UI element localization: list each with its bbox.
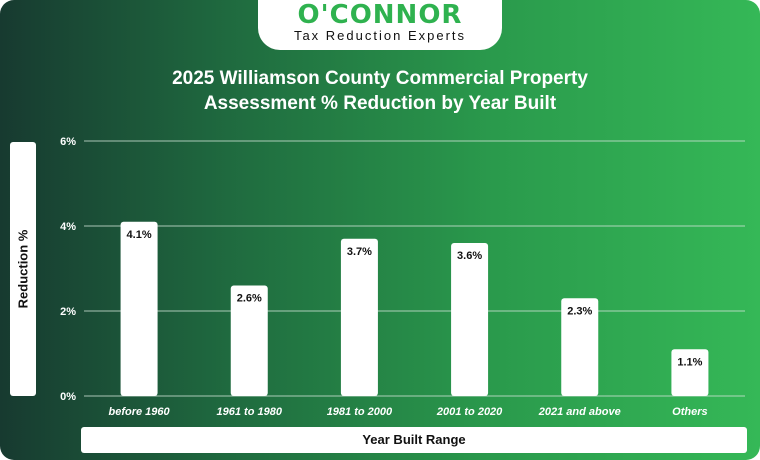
brand-logo: O'CONNOR — [297, 0, 463, 30]
brand-tagline: Tax Reduction Experts — [293, 28, 467, 43]
x-axis-label: Year Built Range — [362, 432, 466, 447]
bar — [451, 243, 489, 396]
x-axis-label-box: Year Built Range — [81, 427, 747, 453]
bar-value-label: 1.1% — [677, 356, 702, 368]
y-tick-label: 4% — [60, 221, 76, 233]
bar-value-label: 3.6% — [457, 250, 482, 262]
y-tick-label: 2% — [60, 306, 76, 318]
x-tick-label: before 1960 — [109, 406, 171, 418]
y-axis-label-box — [10, 142, 36, 396]
chart-title: 2025 Williamson County Commercial Proper… — [80, 66, 680, 116]
bar — [230, 285, 268, 396]
bar-value-label: 4.1% — [127, 229, 152, 241]
x-tick-label: 1981 to 2000 — [327, 406, 393, 418]
brand-logo-tab: O'CONNOR Tax Reduction Experts — [258, 0, 502, 50]
y-tick-label: 0% — [60, 391, 76, 403]
bar — [120, 221, 158, 396]
x-tick-label: 2021 and above — [538, 406, 621, 418]
chart-title-line2: Assessment % Reduction by Year Built — [203, 93, 557, 114]
x-tick-label: 2001 to 2020 — [436, 406, 503, 418]
x-tick-label: 1961 to 1980 — [217, 406, 283, 418]
bar-value-label: 3.7% — [347, 246, 372, 258]
bar — [671, 349, 709, 396]
x-tick-label: Others — [672, 406, 707, 418]
bar — [340, 238, 378, 396]
bar — [561, 298, 599, 396]
chart-title-line1: 2025 Williamson County Commercial Proper… — [172, 68, 588, 89]
bar-value-label: 2.6% — [237, 293, 262, 305]
bar-value-label: 2.3% — [567, 305, 592, 317]
y-tick-label: 6% — [60, 136, 76, 148]
